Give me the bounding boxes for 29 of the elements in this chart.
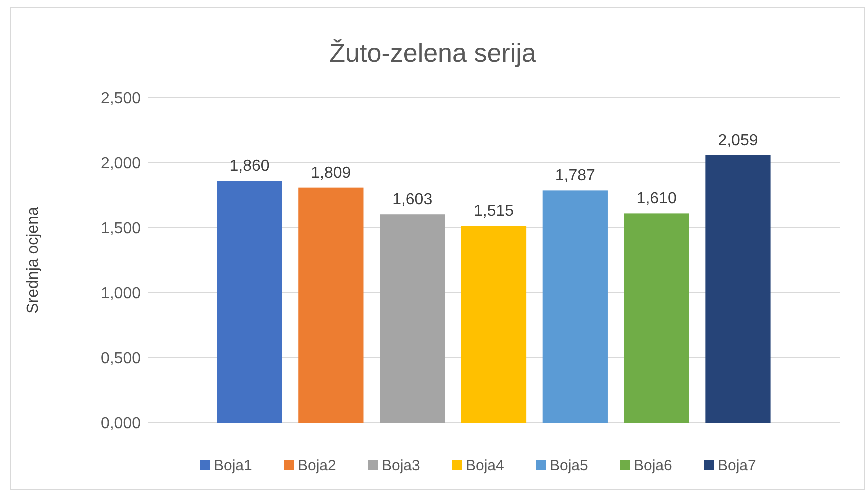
data-label: 1,515 [474,203,514,220]
chart-title: Žuto-zelena serija [330,38,537,68]
bar [380,214,446,423]
legend-label: Boja6 [634,457,672,474]
legend-label: Boja4 [466,457,504,474]
bar [461,226,527,423]
y-tick-label: 2,500 [100,90,142,108]
legend-label: Boja2 [298,457,336,474]
data-label: 1,610 [636,190,677,208]
y-tick-label: 0,000 [100,416,142,433]
data-label: 2,059 [718,132,758,150]
data-label: 1,860 [230,158,270,176]
y-tick-label: 0,500 [100,350,142,368]
data-label: 1,787 [555,168,596,185]
y-tick-label: 1,500 [100,220,142,238]
y-tick-label: 1,000 [100,286,142,303]
data-label: 1,809 [311,164,352,182]
legend-label: Boja3 [382,457,420,474]
data-label: 1,603 [392,192,433,209]
legend-label: Boja7 [718,457,756,474]
legend-label: Boja5 [550,457,588,474]
bar [624,214,690,423]
y-axis-title: Srednja ocjena [25,207,42,314]
bar [706,155,771,423]
bar [542,190,608,423]
bar [298,188,364,423]
legend-label: Boja1 [214,457,252,474]
bar [217,181,282,423]
y-tick-label: 2,000 [100,156,142,173]
